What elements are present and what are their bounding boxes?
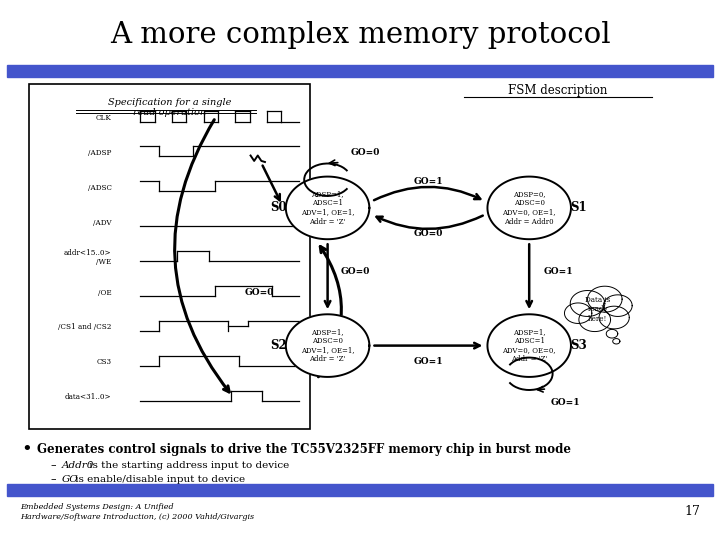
Text: is the starting address input to device: is the starting address input to device xyxy=(86,461,289,470)
Text: GO=0: GO=0 xyxy=(245,288,274,298)
Polygon shape xyxy=(286,314,369,377)
Polygon shape xyxy=(588,286,622,312)
Text: GO=0: GO=0 xyxy=(351,148,380,157)
Text: S3: S3 xyxy=(570,339,587,352)
Text: •: • xyxy=(22,440,32,458)
Polygon shape xyxy=(603,295,632,316)
Text: ADSP=0,
ADSC=0
ADV=0, OE=1,
Addr = Addr0: ADSP=0, ADSC=0 ADV=0, OE=1, Addr = Addr0 xyxy=(503,190,556,226)
Polygon shape xyxy=(487,177,571,239)
Text: data<31..0>: data<31..0> xyxy=(65,393,112,401)
Text: GO=0: GO=0 xyxy=(414,230,443,238)
Text: addr<15..0>
/WE: addr<15..0> /WE xyxy=(64,249,112,266)
Text: –: – xyxy=(50,461,56,470)
Text: read operation: read operation xyxy=(132,108,206,117)
Text: /ADSP: /ADSP xyxy=(89,149,112,157)
Polygon shape xyxy=(564,303,592,323)
Text: ADSP=1,
ADSC=1
ADV=0, OE=0,
Addr = 'Z': ADSP=1, ADSC=1 ADV=0, OE=0, Addr = 'Z' xyxy=(503,328,556,363)
Polygon shape xyxy=(579,308,611,332)
Text: ADSP=1,
ADSC=1
ADV=1, OE=1,
Addr = 'Z': ADSP=1, ADSC=1 ADV=1, OE=1, Addr = 'Z' xyxy=(301,190,354,226)
Text: GO: GO xyxy=(62,475,78,484)
Text: A more complex memory protocol: A more complex memory protocol xyxy=(109,21,611,49)
FancyBboxPatch shape xyxy=(7,484,713,496)
Text: CLK: CLK xyxy=(96,114,112,122)
Text: /ADSC: /ADSC xyxy=(88,184,112,192)
Text: /ADV: /ADV xyxy=(93,219,112,227)
Text: /OE: /OE xyxy=(98,288,112,296)
Text: Data is
ready
here!: Data is ready here! xyxy=(585,296,611,322)
Polygon shape xyxy=(599,306,629,329)
FancyBboxPatch shape xyxy=(29,84,310,429)
Text: GO=1: GO=1 xyxy=(413,357,444,366)
Text: S1: S1 xyxy=(570,201,587,214)
Text: Embedded Systems Design: A Unified
Hardware/Software Introduction, (c) 2000 Vahi: Embedded Systems Design: A Unified Hardw… xyxy=(20,503,254,521)
Text: GO=1: GO=1 xyxy=(544,267,573,276)
Text: GO=1: GO=1 xyxy=(551,399,580,407)
Text: ADSP=1,
ADSC=0
ADV=1, OE=1,
Addr = 'Z': ADSP=1, ADSC=0 ADV=1, OE=1, Addr = 'Z' xyxy=(301,328,354,363)
Text: –: – xyxy=(50,475,56,484)
Text: 17: 17 xyxy=(684,505,700,518)
Polygon shape xyxy=(613,339,620,344)
Polygon shape xyxy=(570,291,605,316)
Text: GO=0: GO=0 xyxy=(341,267,370,276)
Text: GO=1: GO=1 xyxy=(413,178,444,186)
Text: FSM description: FSM description xyxy=(508,84,608,97)
FancyBboxPatch shape xyxy=(7,65,713,77)
Text: CS3: CS3 xyxy=(96,359,112,367)
Text: Specification for a single: Specification for a single xyxy=(107,98,231,107)
Polygon shape xyxy=(487,314,571,377)
Text: is enable/disable input to device: is enable/disable input to device xyxy=(72,475,245,484)
Text: /CS1 and /CS2: /CS1 and /CS2 xyxy=(58,323,112,332)
Text: Generates control signals to drive the TC55V2325FF memory chip in burst mode: Generates control signals to drive the T… xyxy=(37,443,572,456)
Polygon shape xyxy=(606,329,618,338)
Text: S0: S0 xyxy=(270,201,287,214)
Text: S2: S2 xyxy=(270,339,287,352)
Text: Addr0: Addr0 xyxy=(62,461,94,470)
Polygon shape xyxy=(286,177,369,239)
